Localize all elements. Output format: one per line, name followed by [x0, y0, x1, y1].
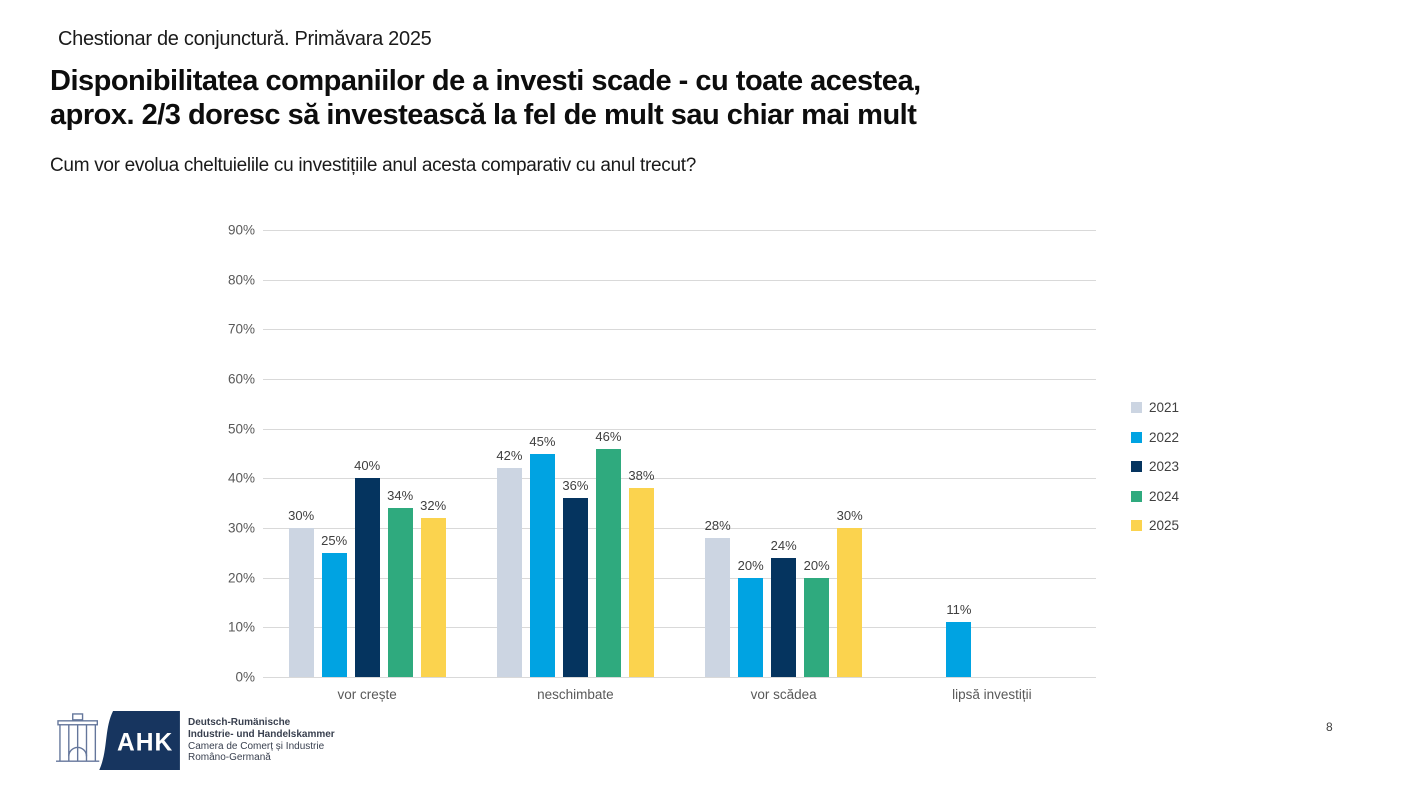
legend-swatch [1131, 461, 1142, 472]
legend-item-label: 2024 [1149, 488, 1180, 504]
slide-title-line-2: aprox. 2/3 doresc să investească la fel … [50, 99, 917, 131]
y-axis-tick-label: 30% [227, 520, 255, 536]
gridline [263, 478, 1096, 480]
x-axis-category-label: lipsă investiții [952, 687, 1032, 702]
legend-swatch [1131, 402, 1142, 413]
x-axis-category-label: vor scădea [750, 687, 817, 702]
y-axis-tick-label: 70% [227, 321, 255, 337]
gridline [263, 577, 1096, 579]
legend-swatch [1131, 520, 1142, 531]
bar [946, 622, 972, 677]
bar-value-label: 28% [704, 517, 731, 533]
slide-title: Disponibilitatea companiilor de a invest… [50, 64, 921, 132]
bar-value-label: 42% [496, 448, 523, 464]
bar [771, 557, 797, 677]
bar [595, 448, 621, 677]
bar [321, 552, 347, 677]
bar-value-label: 32% [420, 498, 447, 514]
bar [288, 528, 314, 677]
y-axis-tick-label: 40% [227, 470, 255, 486]
gridline [263, 677, 1096, 678]
x-axis-category-label: vor crește [337, 687, 397, 702]
chart-question-subtitle: Cum vor evolua cheltuielile cu investiți… [50, 155, 697, 176]
y-axis-tick-label: 60% [227, 371, 255, 387]
bar-value-label: 40% [354, 458, 381, 474]
ahk-logo: AHK [52, 711, 180, 770]
gridline [263, 230, 1096, 231]
bar-value-label: 20% [803, 557, 830, 573]
bar [496, 468, 522, 677]
legend-item-label: 2025 [1149, 518, 1180, 533]
bar-value-label: 36% [562, 478, 589, 494]
ahk-logo-label: AHK [117, 729, 173, 756]
bar-value-label: 46% [595, 428, 622, 444]
bar [628, 488, 654, 677]
y-axis-tick-label: 20% [227, 570, 255, 586]
legend-item-label: 2023 [1149, 459, 1180, 474]
legend-item-label: 2022 [1149, 429, 1180, 445]
bar [354, 478, 380, 677]
bar-value-label: 11% [946, 602, 972, 618]
chart-legend: 2021 2022 2023 2024 2025 [1131, 400, 1179, 533]
footer-logo: AHK Deutsch-Rumänische Industrie- und Ha… [52, 711, 335, 770]
logo-org-text: Deutsch-Rumänische Industrie- und Handel… [188, 717, 335, 764]
bar [529, 453, 555, 677]
slide-title-line-1: Disponibilitatea companiilor de a invest… [50, 65, 921, 97]
legend-item: 2023 [1131, 459, 1179, 474]
page-number: 8 [1326, 720, 1333, 734]
logo-org-line: Româno-Germană [188, 752, 271, 764]
bar-value-label: 38% [628, 468, 655, 484]
y-axis-tick-label: 0% [235, 669, 255, 685]
y-axis-tick-label: 10% [227, 619, 255, 635]
bar [387, 508, 413, 677]
logo-org-line: Camera de Comerț și Industrie [188, 740, 325, 752]
slide-kicker: Chestionar de conjunctură. Primăvara 202… [58, 28, 432, 50]
gridline [263, 379, 1096, 380]
legend-item-label: 2021 [1149, 400, 1180, 415]
legend-swatch [1131, 490, 1142, 502]
bar-value-label: 24% [770, 537, 797, 553]
bar-value-label: 45% [529, 433, 556, 449]
bar [420, 518, 446, 677]
logo-org-line: Industrie- und Handelskammer [188, 728, 335, 740]
y-axis-tick-label: 80% [227, 272, 255, 288]
gridline [263, 627, 1096, 629]
bar-value-label: 20% [737, 557, 764, 573]
bar [562, 498, 588, 677]
bar [837, 528, 863, 677]
plot-area: 0% 10% 20% 30% 40% 50% 60% 70% 80% 90% 30% 25% 40% 34… [228, 223, 1096, 702]
legend-item: 2021 [1131, 400, 1179, 415]
bar-value-label: 34% [387, 488, 414, 504]
gridline [263, 428, 1096, 430]
bar-value-label: 30% [288, 508, 315, 523]
gridline [263, 528, 1096, 529]
bar [705, 537, 731, 677]
gridline [263, 279, 1096, 281]
legend-swatch [1131, 431, 1142, 443]
legend-item: 2024 [1131, 489, 1179, 504]
brandenburg-gate-icon [56, 713, 100, 762]
bar [738, 577, 764, 677]
legend-item: 2025 [1131, 518, 1179, 533]
gridline [263, 329, 1096, 331]
legend-item: 2022 [1131, 430, 1179, 445]
y-axis-tick-label: 90% [227, 222, 255, 238]
logo-org-line: Deutsch-Rumänische [188, 717, 291, 728]
bar [804, 577, 830, 677]
bar-value-label: 30% [836, 508, 863, 523]
x-axis-category-label: neschimbate [537, 687, 614, 702]
bar-value-label: 25% [321, 532, 348, 548]
y-axis-tick-label: 50% [227, 421, 255, 437]
